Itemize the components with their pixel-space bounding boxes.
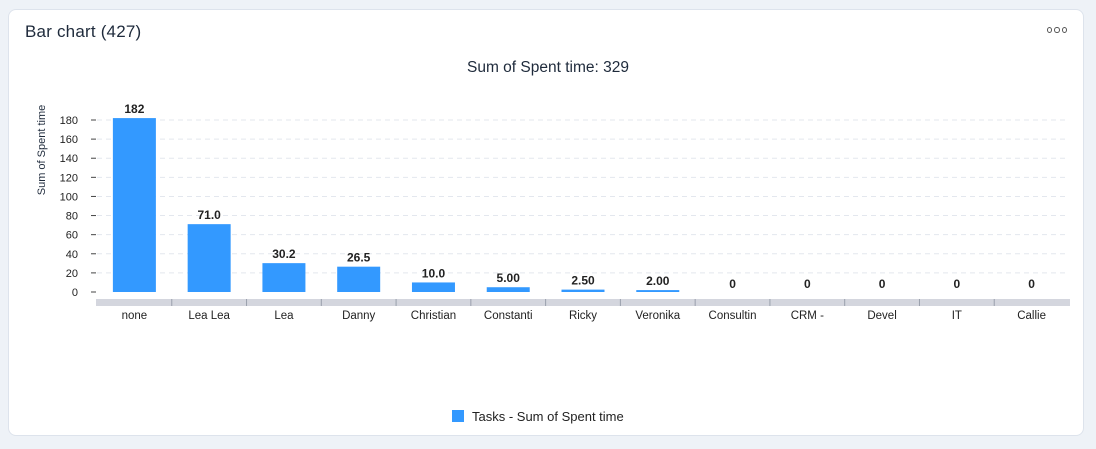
x-tick-label: Lea: [274, 310, 294, 322]
y-tick-label: 0: [72, 287, 78, 299]
data-label: 0: [729, 277, 736, 291]
data-label: 30.2: [272, 247, 296, 261]
x-tick-label: Danny: [342, 310, 375, 322]
chart-title: Sum of Spent time: 329: [467, 59, 629, 76]
data-label: 0: [804, 277, 811, 291]
legend-swatch: [452, 410, 464, 422]
data-label: 0: [879, 277, 886, 291]
x-tick-label: Devel: [867, 310, 896, 322]
y-tick-label: 100: [60, 191, 78, 203]
y-tick-label: 60: [66, 230, 78, 242]
bar: [411, 282, 455, 292]
x-tick-label: Ricky: [569, 310, 597, 322]
data-label: 10.0: [422, 266, 446, 280]
bar: [187, 224, 231, 292]
x-tick-label: Constanti: [484, 310, 533, 322]
legend-label: Tasks - Sum of Spent time: [472, 409, 624, 424]
y-tick-label: 180: [60, 115, 78, 127]
y-tick-label: 120: [60, 172, 78, 184]
x-tick-label: CRM -: [791, 310, 824, 322]
more-options-icon[interactable]: [1047, 24, 1067, 36]
data-label: 71.0: [197, 208, 221, 222]
data-label: 0: [954, 277, 961, 291]
x-tick-label: Consultin: [709, 310, 757, 322]
x-tick-label: none: [122, 310, 148, 322]
y-tick-label: 160: [60, 134, 78, 146]
x-tick-label: IT: [952, 310, 962, 322]
x-tick-label: Christian: [411, 310, 456, 322]
y-tick-label: 140: [60, 153, 78, 165]
data-label: 5.00: [497, 271, 521, 285]
y-tick-label: 20: [66, 268, 78, 280]
x-tick-label: Callie: [1017, 310, 1046, 322]
chart-card: Bar chart (427): [8, 9, 1084, 436]
bar: [636, 290, 680, 292]
data-label: 26.5: [347, 251, 371, 265]
x-axis-band: [96, 299, 1070, 306]
y-axis-label: Sum of Spent time: [36, 105, 48, 196]
y-tick-label: 40: [66, 249, 78, 261]
y-tick-label: 80: [66, 211, 78, 223]
x-tick-label: Lea Lea: [188, 310, 230, 322]
data-label: 2.50: [571, 274, 595, 288]
bar: [486, 287, 530, 292]
bar: [112, 118, 156, 292]
bar: [337, 266, 381, 292]
data-label: 182: [124, 102, 144, 116]
bar: [561, 289, 605, 292]
x-tick-label: Veronika: [635, 310, 680, 322]
card-title: Bar chart (427): [25, 22, 142, 41]
data-label: 0: [1028, 277, 1035, 291]
data-label: 2.00: [646, 274, 670, 288]
bar: [262, 263, 306, 292]
